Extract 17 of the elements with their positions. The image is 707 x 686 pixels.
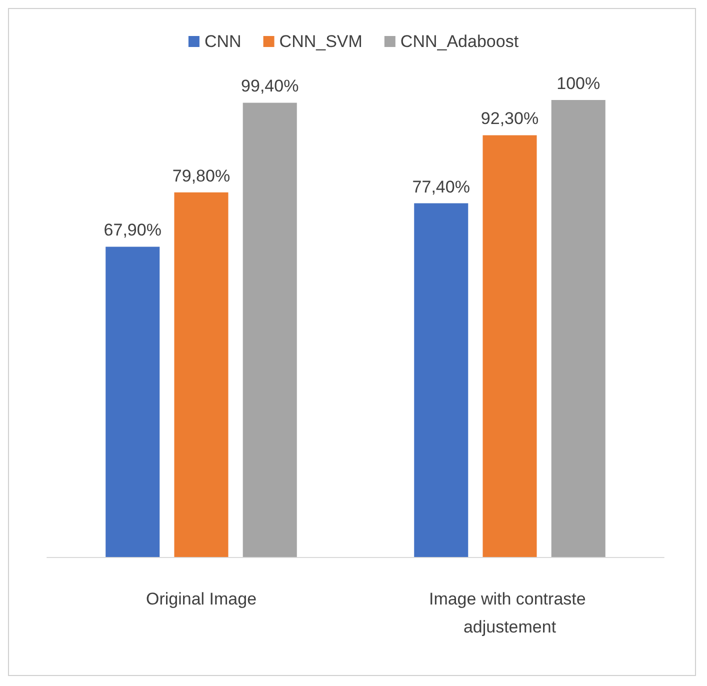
legend-label: CNN_Adaboost <box>400 32 519 51</box>
bar <box>414 203 468 557</box>
data-label: 77,40% <box>412 177 470 196</box>
data-label: 67,90% <box>104 220 162 240</box>
bar <box>174 192 228 557</box>
legend-label: CNN_SVM <box>279 32 362 51</box>
x-tick-label: Image with contraste adjustement <box>428 590 591 636</box>
legend-label: CNN <box>204 32 242 51</box>
data-label: 92,30% <box>480 109 539 128</box>
data-label: 99,40% <box>241 76 299 96</box>
data-label: 79,80% <box>172 166 230 186</box>
bar <box>242 102 297 557</box>
bar <box>551 100 606 557</box>
bar <box>106 246 160 557</box>
bar <box>482 135 537 557</box>
data-label: 100% <box>556 74 600 93</box>
x-tick-label: Original Image <box>146 590 257 608</box>
